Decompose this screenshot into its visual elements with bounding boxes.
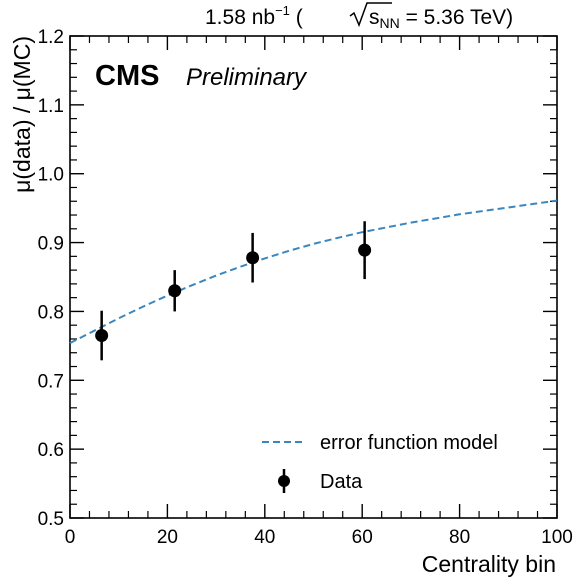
x-tick-label: 100 [541, 527, 573, 548]
data-point [168, 284, 182, 298]
y-tick-label: 1.1 [38, 96, 64, 117]
y-tick-label: 0.7 [38, 371, 64, 392]
axis-ticks [69, 35, 558, 519]
series-layer [69, 199, 558, 361]
model-curve [69, 199, 558, 344]
data-point [95, 329, 109, 343]
lumi-label: 1.58 nb−1 ( [205, 3, 303, 29]
preliminary-label: Preliminary [186, 64, 308, 91]
data-point [358, 243, 372, 257]
y-tick-label: 0.6 [38, 440, 64, 461]
energy-label: sNN = 5.36 TeV) [369, 6, 513, 31]
y-tick-label: 0.8 [38, 302, 64, 323]
x-tick-label: 40 [254, 527, 275, 548]
y-axis-title: μ(data) / μ(MC) [9, 36, 35, 193]
legend-marker-sample [278, 475, 290, 487]
x-tick-label: 60 [352, 527, 373, 548]
legend: error function model Data [262, 432, 498, 493]
y-tick-label: 0.5 [38, 509, 64, 530]
y-tick-label: 0.9 [38, 234, 64, 255]
y-tick-label: 1.2 [38, 27, 64, 48]
y-tick-label: 1.0 [38, 165, 64, 186]
x-tick-label: 80 [449, 527, 470, 548]
x-axis-title: Centrality bin [422, 551, 556, 577]
tick-labels: 0 20 40 60 80 100 0.5 0.6 0.7 0.8 0.9 1.0 1.1 1.2 [38, 27, 573, 548]
cms-label: CMS [95, 60, 159, 92]
legend-entry-data: Data [320, 471, 363, 493]
x-tick-label: 20 [157, 527, 178, 548]
x-tick-label: 0 [65, 527, 76, 548]
plot-frame [69, 35, 558, 519]
sqrt-symbol [349, 2, 392, 28]
legend-entry-model: error function model [320, 432, 498, 454]
data-point [246, 251, 260, 265]
